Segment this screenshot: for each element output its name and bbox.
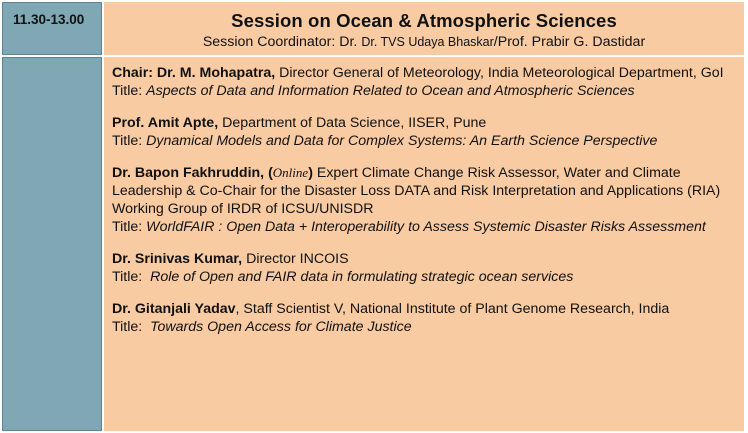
speaker-affiliation: , Staff Scientist V, National Institute … [235, 301, 670, 317]
speaker-affiliation: Director General of Meteorology, India M… [275, 65, 724, 81]
talk-title-label: Title: [112, 269, 151, 285]
speaker-affiliation: Department of Data Science, IISER, Pune [218, 115, 487, 131]
speaker-entry: Dr. Srinivas Kumar, Director INCOIS Titl… [112, 250, 736, 286]
speaker-name-close: ) [308, 165, 313, 181]
speaker-name: Dr. Bapon Fakhruddin, ( [112, 165, 273, 181]
session-coordinator: Session Coordinator: Dr. Dr. TVS Udaya B… [202, 34, 646, 50]
speaker-entry: Chair: Dr. M. Mohapatra, Director Genera… [112, 64, 736, 100]
talk-title: Aspects of Data and Information Related … [146, 83, 635, 99]
speaker-affiliation: Expert Climate Change Risk Assessor, Wat… [112, 165, 721, 217]
speakers-list: Chair: Dr. M. Mohapatra, Director Genera… [104, 57, 744, 431]
time-slot: 11.30-13.00 [2, 2, 102, 55]
speaker-name: Prof. Amit Apte, [112, 115, 219, 131]
speaker-affiliation: Director INCOIS [242, 251, 349, 267]
talk-title: WorldFAIR : Open Data + Interoperability… [146, 219, 706, 235]
talk-title-label: Title: [112, 133, 147, 149]
talk-title: Dynamical Models and Data for Complex Sy… [146, 133, 658, 149]
speaker-entry: Dr. Bapon Fakhruddin, (Online) Expert Cl… [112, 164, 736, 236]
time-slot-empty [2, 57, 102, 431]
talk-title-label: Title: [112, 83, 147, 99]
session-header: Session on Ocean & Atmospheric Sciences … [104, 2, 744, 55]
talk-title-label: Title: [112, 319, 151, 335]
speaker-entry: Prof. Amit Apte, Department of Data Scie… [112, 114, 736, 150]
speaker-name: Chair: Dr. M. Mohapatra, [112, 65, 276, 81]
speaker-name: Dr. Srinivas Kumar, [112, 251, 243, 267]
speaker-name: Dr. Gitanjali Yadav [112, 301, 236, 317]
talk-title-label: Title: [112, 219, 147, 235]
talk-title: Role of Open and FAIR data in formulatin… [150, 269, 574, 285]
speaker-entry: Dr. Gitanjali Yadav, Staff Scientist V, … [112, 300, 736, 336]
talk-title: Towards Open Access for Climate Justice [150, 319, 412, 335]
online-tag: Online [272, 165, 309, 180]
session-title: Session on Ocean & Atmospheric Sciences [231, 10, 617, 31]
